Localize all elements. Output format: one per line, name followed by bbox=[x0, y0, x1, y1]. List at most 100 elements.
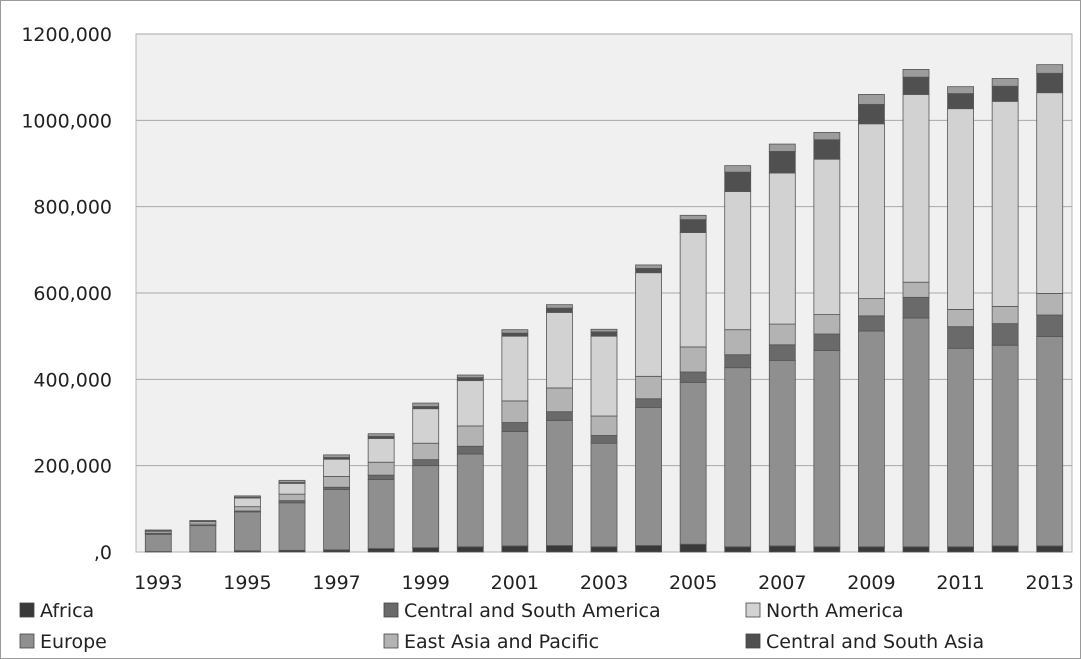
y-tick-label: 200,000 bbox=[33, 456, 112, 478]
y-tick-label: 600,000 bbox=[33, 283, 112, 305]
bar-segment bbox=[234, 511, 261, 552]
bar-segment bbox=[590, 435, 618, 444]
bar-segment bbox=[546, 307, 573, 313]
bar-segment bbox=[367, 433, 395, 437]
x-tick-label: 2001 bbox=[491, 572, 539, 594]
bar-segment bbox=[902, 76, 930, 95]
bar-segment bbox=[813, 132, 841, 141]
bar-segment bbox=[635, 272, 662, 377]
bar-segment bbox=[546, 545, 573, 553]
bar-segment bbox=[947, 309, 974, 328]
bar-segment bbox=[635, 545, 662, 553]
legend-swatch bbox=[19, 633, 35, 649]
bar-segment bbox=[858, 315, 885, 332]
bars bbox=[144, 64, 1064, 553]
bar-segment bbox=[991, 323, 1019, 346]
x-tick-label: 2005 bbox=[669, 572, 717, 594]
bar-segment bbox=[323, 458, 350, 477]
bar-segment bbox=[367, 461, 395, 476]
bar-segment bbox=[991, 344, 1019, 547]
legend-label: Central and South Asia bbox=[766, 631, 984, 653]
x-tick-label: 1999 bbox=[402, 572, 450, 594]
bar-segment bbox=[902, 317, 930, 548]
bar-segment bbox=[456, 425, 484, 447]
x-tick-label: 2011 bbox=[936, 572, 984, 594]
bar-segment bbox=[679, 232, 707, 348]
bar-segment bbox=[768, 151, 796, 174]
bar-segment bbox=[590, 415, 618, 436]
bar-segment bbox=[1036, 314, 1064, 337]
x-tick-label: 2003 bbox=[580, 572, 628, 594]
bar-segment bbox=[278, 502, 306, 551]
bar-segment bbox=[1036, 336, 1064, 547]
legend-label: East Asia and Pacific bbox=[404, 631, 599, 653]
bar-segment bbox=[724, 329, 752, 356]
legend-label: Central and South America bbox=[404, 600, 661, 622]
legend-swatch bbox=[383, 633, 399, 649]
legend: Africa Central and South America North Ame… bbox=[19, 600, 984, 653]
bar-segment bbox=[1036, 64, 1064, 74]
legend-label: North America bbox=[766, 600, 904, 622]
bar-segment bbox=[501, 329, 529, 334]
bar-segment bbox=[546, 411, 573, 421]
bar-segment bbox=[590, 335, 618, 417]
bar-segment bbox=[858, 330, 885, 548]
legend-label: Europe bbox=[40, 631, 107, 653]
legend-swatch bbox=[19, 602, 35, 618]
bar-segment bbox=[991, 545, 1019, 553]
x-tick-label: 2013 bbox=[1026, 572, 1074, 594]
bar-segment bbox=[902, 68, 930, 78]
bar-segment bbox=[412, 408, 440, 444]
bar-segment bbox=[858, 546, 885, 553]
bar-segment bbox=[947, 347, 974, 548]
bar-segment bbox=[1036, 293, 1064, 316]
bar-segment bbox=[813, 333, 841, 351]
bar-segment bbox=[768, 323, 796, 346]
bar-segment bbox=[858, 94, 885, 105]
bar-segment bbox=[768, 143, 796, 152]
bar-segment bbox=[367, 474, 395, 480]
bar-segment bbox=[144, 529, 172, 532]
bar-segment bbox=[456, 374, 484, 379]
bar-segment bbox=[635, 264, 662, 269]
bar-segment bbox=[768, 172, 796, 325]
legend-swatch bbox=[745, 633, 761, 649]
bar-segment bbox=[412, 459, 440, 467]
bar-segment bbox=[813, 350, 841, 548]
bar-segment bbox=[902, 296, 930, 319]
bar-segment bbox=[635, 375, 662, 400]
bar-segment bbox=[323, 489, 350, 551]
bar-segment bbox=[1036, 545, 1064, 553]
bar-segment bbox=[323, 454, 350, 458]
y-tick-label: 1200,000 bbox=[21, 24, 112, 46]
bar-segment bbox=[724, 191, 752, 331]
x-tick-label: 1993 bbox=[134, 572, 182, 594]
legend-label: Africa bbox=[40, 600, 94, 622]
y-tick-label: 800,000 bbox=[33, 197, 112, 219]
bar-segment bbox=[991, 85, 1019, 102]
bar-segment bbox=[724, 165, 752, 173]
bar-segment bbox=[412, 402, 440, 407]
bar-segment bbox=[635, 398, 662, 408]
bar-segment bbox=[234, 497, 261, 508]
bar-segment bbox=[456, 377, 484, 382]
bar-segment bbox=[1036, 72, 1064, 94]
bar-segment bbox=[323, 476, 350, 488]
bar-segment bbox=[278, 482, 306, 495]
legend-swatch bbox=[745, 602, 761, 618]
bar-segment bbox=[813, 546, 841, 553]
bar-segment bbox=[546, 419, 573, 546]
legend-swatch bbox=[383, 602, 399, 618]
bar-segment bbox=[456, 445, 484, 455]
bar-segment bbox=[991, 78, 1019, 87]
bar-segment bbox=[724, 354, 752, 369]
bar-segment bbox=[902, 94, 930, 283]
bar-segment bbox=[234, 506, 261, 512]
bar-segment bbox=[991, 100, 1019, 307]
x-tick-label: 2009 bbox=[847, 572, 895, 594]
bar-segment bbox=[947, 326, 974, 349]
bar-segment bbox=[679, 543, 707, 553]
bar-segment bbox=[813, 314, 841, 335]
bar-segment bbox=[768, 359, 796, 547]
bar-segment bbox=[724, 367, 752, 548]
